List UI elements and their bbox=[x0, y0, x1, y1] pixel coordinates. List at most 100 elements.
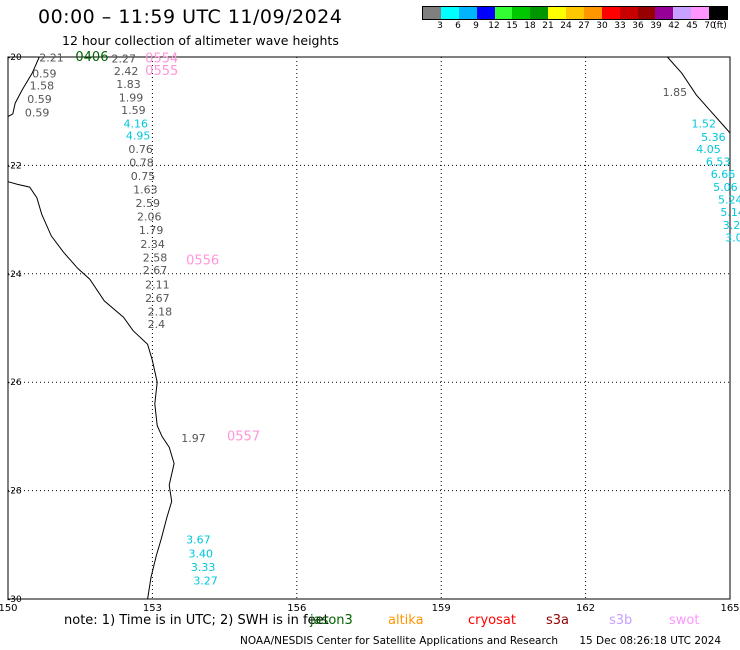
wave-height-label: 0.78 bbox=[129, 156, 154, 169]
scale-label: 9 bbox=[473, 21, 479, 31]
credits-text: NOAA/NESDIS Center for Satellite Applica… bbox=[240, 635, 558, 647]
scale-swatch bbox=[673, 7, 692, 19]
footer-note-text: note: 1) Time is in UTC; 2) SWH is in fe… bbox=[64, 613, 329, 628]
pass-time-label: 0557 bbox=[227, 430, 260, 445]
scale-label: 18 bbox=[524, 21, 536, 31]
wave-height-label: 5.14 bbox=[720, 206, 740, 219]
scale-label: 45 bbox=[686, 21, 698, 31]
wave-height-label: 0.59 bbox=[27, 93, 52, 106]
wave-height-label: 1.99 bbox=[119, 91, 144, 104]
pass-time-label: 0556 bbox=[186, 254, 219, 269]
scale-label: 12 bbox=[488, 21, 500, 31]
wave-height-label: 6.53 bbox=[706, 155, 731, 168]
scale-label: 3 bbox=[437, 21, 443, 31]
scale-swatch bbox=[655, 7, 674, 19]
wave-height-label: 3.67 bbox=[186, 534, 211, 547]
coastline-australia bbox=[7, 181, 175, 600]
lon-tick-label: 150 bbox=[0, 603, 18, 614]
scale-label: 33 bbox=[614, 21, 626, 31]
satellite-legend-swot: swot bbox=[669, 613, 700, 628]
coastline-new-caledonia bbox=[667, 56, 731, 134]
wave-height-label: 4.95 bbox=[126, 129, 151, 142]
pass-time-label: 0554 bbox=[145, 51, 178, 66]
generated-timestamp: 15 Dec 08:26:18 UTC 2024 bbox=[579, 635, 722, 647]
pass-time-label: 0406 bbox=[75, 50, 108, 65]
wave-height-label: 4.16 bbox=[124, 117, 148, 130]
scale-label: 42 bbox=[668, 21, 680, 31]
scale-swatch bbox=[548, 7, 566, 19]
scale-swatch bbox=[566, 7, 584, 19]
wave-height-label: 1.58 bbox=[30, 80, 55, 93]
scale-label: 6 bbox=[455, 21, 461, 31]
wave-height-label: 2.4 bbox=[148, 318, 166, 331]
scale-label: 30 bbox=[596, 21, 608, 31]
lat-tick-label: -30 bbox=[7, 595, 22, 605]
wave-height-label: 2.06 bbox=[137, 211, 162, 224]
scale-swatch bbox=[530, 7, 549, 19]
wave-height-label: 2.58 bbox=[143, 251, 168, 264]
wave-height-label: 1.59 bbox=[121, 104, 146, 117]
wave-height-label: 2.27 bbox=[111, 52, 136, 65]
wave-height-label: 2.18 bbox=[148, 306, 173, 319]
scale-swatch bbox=[619, 7, 638, 19]
wave-height-label: 1.97 bbox=[181, 432, 206, 445]
satellite-legend-s3b: s3b bbox=[609, 613, 633, 628]
scale-label: 24 bbox=[560, 21, 572, 31]
wave-height-label: 2.42 bbox=[114, 65, 139, 78]
lon-tick-label: 153 bbox=[143, 603, 162, 614]
wave-height-label: 2.34 bbox=[140, 238, 165, 251]
scale-swatch bbox=[709, 7, 727, 19]
wave-height-label: 4.05 bbox=[696, 143, 721, 156]
page-subtitle: 12 hour collection of altimeter wave hei… bbox=[62, 33, 339, 48]
satellite-legend-cryosat: cryosat bbox=[468, 613, 516, 628]
lon-tick-label: 156 bbox=[287, 603, 306, 614]
wave-height-label: 3.40 bbox=[189, 547, 214, 560]
wave-height-label: 6.66 bbox=[711, 168, 736, 181]
wave-height-label: 1.52 bbox=[691, 117, 716, 130]
wave-height-label: 0.75 bbox=[131, 170, 156, 183]
scale-swatch bbox=[691, 7, 709, 19]
scale-swatch bbox=[512, 7, 531, 19]
wave-height-label: 0.59 bbox=[25, 107, 49, 120]
coastline-whitsunday bbox=[7, 56, 40, 118]
lat-tick-label: -24 bbox=[7, 270, 22, 280]
wave-height-label: 2.21 bbox=[39, 51, 64, 64]
wave-height-label: 3.27 bbox=[193, 574, 218, 587]
lon-tick-label: 159 bbox=[432, 603, 451, 614]
wave-height-label: 2.59 bbox=[136, 197, 161, 210]
satellite-legend-jason3: jason3 bbox=[310, 613, 353, 628]
scale-label: 27 bbox=[578, 21, 590, 31]
wave-height-color-scale: 3 6 9 12 15 18 21 24 27 30 33 36 39 42 45 70 (ft) bbox=[422, 6, 728, 32]
scale-swatch bbox=[583, 7, 602, 19]
page-title: 00:00 – 11:59 UTC 11/09/2024 bbox=[38, 6, 343, 28]
wave-height-label: 3.0 bbox=[725, 231, 740, 244]
scale-swatch bbox=[494, 7, 513, 19]
wave-height-label: 1.63 bbox=[133, 184, 158, 197]
wave-height-label: 5.06 bbox=[713, 181, 738, 194]
scale-label: 70 bbox=[704, 21, 716, 31]
satellite-legend-s3a: s3a bbox=[546, 613, 570, 628]
satellite-legend-altika: altika bbox=[388, 613, 424, 628]
scale-swatch bbox=[440, 7, 459, 19]
scale-label: 36 bbox=[632, 21, 644, 31]
color-scale-swatches bbox=[422, 6, 728, 20]
wave-height-label: 0.76 bbox=[128, 143, 153, 156]
scale-swatch bbox=[423, 7, 441, 19]
lon-tick-label: 162 bbox=[576, 603, 595, 614]
color-scale-labels: 3 6 9 12 15 18 21 24 27 30 33 36 39 42 45 70 (ft) bbox=[422, 20, 728, 32]
scale-label: 15 bbox=[506, 21, 518, 31]
scale-swatch bbox=[476, 7, 495, 19]
wave-height-label: 5.36 bbox=[701, 131, 726, 144]
scale-swatch bbox=[637, 7, 656, 19]
scale-swatch bbox=[601, 7, 620, 19]
scale-label: 21 bbox=[542, 21, 554, 31]
footer-note: note: 1) Time is in UTC; 2) SWH is in fe… bbox=[64, 613, 329, 628]
wave-height-label: 5.24 bbox=[718, 193, 740, 206]
scale-unit: (ft) bbox=[713, 21, 727, 31]
wave-height-label: 3.26 bbox=[723, 219, 740, 232]
lon-tick-label: 165 bbox=[720, 603, 739, 614]
wave-height-label: 2.67 bbox=[143, 264, 168, 277]
wave-height-label: 3.33 bbox=[191, 561, 216, 574]
lat-tick-label: -28 bbox=[7, 487, 22, 497]
credits-line: NOAA/NESDIS Center for Satellite Applica… bbox=[240, 635, 721, 647]
